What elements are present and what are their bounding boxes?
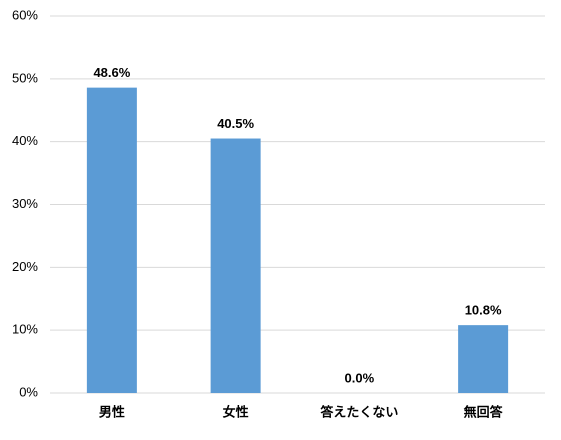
y-tick-label: 0% bbox=[19, 384, 38, 399]
bar bbox=[458, 325, 509, 393]
x-tick-label: 男性 bbox=[99, 404, 125, 419]
value-label: 10.8% bbox=[465, 303, 502, 318]
y-tick-label: 40% bbox=[12, 133, 38, 148]
y-tick-label: 60% bbox=[12, 7, 38, 22]
bar bbox=[210, 138, 261, 393]
y-tick-label: 20% bbox=[12, 259, 38, 274]
bar bbox=[86, 87, 137, 393]
y-tick-label: 30% bbox=[12, 196, 38, 211]
x-tick-label: 無回答 bbox=[464, 404, 504, 419]
y-tick-label: 10% bbox=[12, 322, 38, 337]
value-label: 48.6% bbox=[93, 65, 130, 80]
y-tick-label: 50% bbox=[12, 70, 38, 85]
value-label: 0.0% bbox=[345, 370, 375, 385]
x-tick-label: 答えたくない bbox=[320, 404, 398, 419]
x-tick-label: 女性 bbox=[223, 404, 249, 419]
value-label: 40.5% bbox=[217, 116, 254, 131]
